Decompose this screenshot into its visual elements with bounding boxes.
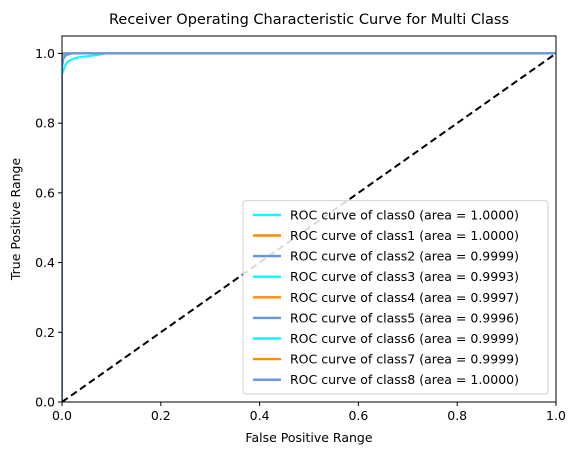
y-tick-label: 0.2 xyxy=(35,325,55,340)
y-axis-ticks: 0.0 0.2 0.4 0.6 0.8 1.0 xyxy=(35,46,62,410)
roc-curve-class8 xyxy=(62,52,556,402)
legend: ROC curve of class0 (area = 1.0000) ROC c… xyxy=(242,200,549,395)
y-axis-label: True Positive Range xyxy=(8,158,23,282)
legend-label-class3: ROC curve of class3 (area = 0.9993) xyxy=(290,269,519,284)
y-tick-label: 0.4 xyxy=(35,255,55,270)
legend-label-class6: ROC curve of class6 (area = 0.9999) xyxy=(290,331,519,346)
legend-box xyxy=(242,200,549,395)
y-tick-label: 1.0 xyxy=(35,46,55,61)
x-tick-label: 0.4 xyxy=(250,408,270,423)
legend-label-class0: ROC curve of class0 (area = 1.0000) xyxy=(290,207,519,222)
y-tick-label: 0.0 xyxy=(35,395,55,410)
roc-curves xyxy=(62,52,556,402)
x-tick-label: 0.8 xyxy=(447,408,467,423)
chart-title: Receiver Operating Characteristic Curve … xyxy=(109,12,509,28)
legend-label-class2: ROC curve of class2 (area = 0.9999) xyxy=(290,249,519,264)
legend-label-class8: ROC curve of class8 (area = 1.0000) xyxy=(290,372,519,387)
legend-label-class1: ROC curve of class1 (area = 1.0000) xyxy=(290,228,519,243)
x-axis-ticks: 0.0 0.2 0.4 0.6 0.8 1.0 xyxy=(52,402,566,423)
y-tick-label: 0.8 xyxy=(35,116,55,131)
x-axis-label: False Positive Range xyxy=(245,430,372,445)
x-tick-label: 1.0 xyxy=(546,408,566,423)
legend-label-class5: ROC curve of class5 (area = 0.9996) xyxy=(290,310,519,325)
x-tick-label: 0.0 xyxy=(52,408,72,423)
x-tick-label: 0.6 xyxy=(348,408,368,423)
legend-label-class4: ROC curve of class4 (area = 0.9997) xyxy=(290,290,519,305)
x-tick-label: 0.2 xyxy=(151,408,171,423)
plot-frame xyxy=(61,35,557,403)
legend-label-class7: ROC curve of class7 (area = 0.9999) xyxy=(290,352,519,367)
y-tick-label: 0.6 xyxy=(35,185,55,200)
